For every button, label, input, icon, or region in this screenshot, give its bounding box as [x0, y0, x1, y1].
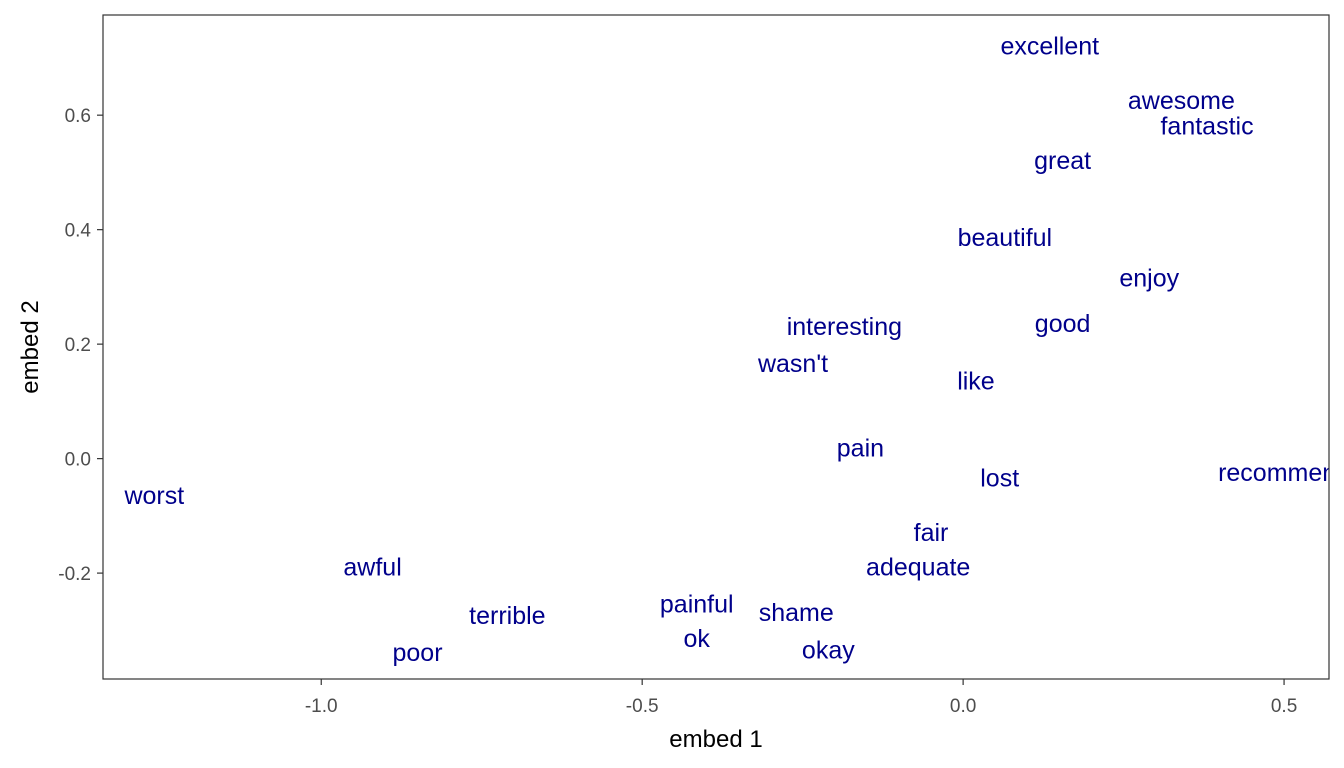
x-tick-label: 0.5: [1271, 696, 1297, 717]
point-label-ok: ok: [684, 625, 711, 653]
point-label-lost: lost: [980, 465, 1019, 493]
x-tick-label: 0.0: [950, 696, 976, 717]
point-label-recommend: recommend: [1218, 459, 1344, 487]
x-axis-title: embed 1: [669, 726, 762, 753]
point-label-pain: pain: [837, 434, 884, 462]
plot-border: [102, 14, 1330, 680]
point-label-wasnt: wasn't: [757, 350, 828, 378]
point-label-great: great: [1034, 147, 1091, 175]
point-label-excellent: excellent: [1000, 32, 1099, 60]
y-tick-label: 0.2: [65, 335, 91, 356]
y-tick-label: 0.4: [65, 221, 92, 242]
y-axis: -0.2 0.0 0.2 0.4 0.6: [58, 106, 103, 585]
point-label-fantastic: fantastic: [1160, 113, 1253, 141]
point-label-terrible: terrible: [469, 602, 545, 630]
y-tick-label: 0.0: [65, 450, 91, 471]
y-tick-label: -0.2: [58, 564, 91, 585]
point-label-adequate: adequate: [866, 553, 970, 581]
point-label-painful: painful: [660, 591, 734, 619]
point-label-poor: poor: [393, 639, 443, 667]
point-label-shame: shame: [759, 599, 834, 627]
point-label-awful: awful: [343, 553, 401, 581]
plot-background: [103, 15, 1329, 679]
point-label-awesome: awesome: [1128, 87, 1235, 115]
point-label-like: like: [957, 367, 995, 395]
point-label-worst: worst: [123, 482, 184, 510]
x-axis: -1.0 -0.5 0.0 0.5: [305, 679, 1297, 717]
point-label-okay: okay: [802, 636, 855, 664]
point-label-interesting: interesting: [787, 313, 902, 341]
y-axis-title: embed 2: [17, 300, 44, 393]
point-label-beautiful: beautiful: [958, 224, 1053, 252]
point-label-good: good: [1035, 310, 1091, 338]
point-label-fair: fair: [914, 519, 949, 547]
x-tick-label: -1.0: [305, 696, 338, 717]
point-label-enjoy: enjoy: [1119, 264, 1179, 292]
x-tick-label: -0.5: [626, 696, 659, 717]
y-tick-label: 0.6: [65, 106, 91, 127]
